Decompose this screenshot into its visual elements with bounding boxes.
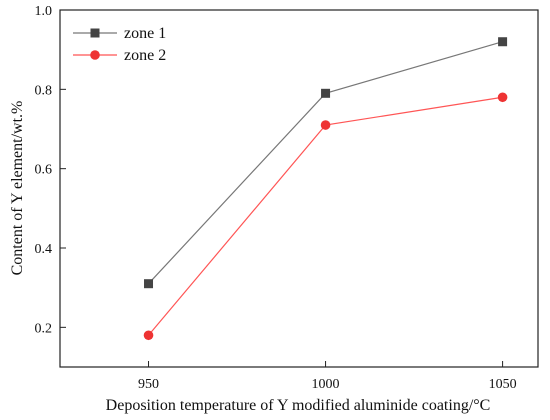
y-tick-label: 0.6 — [35, 163, 53, 178]
plot-area-frame — [59, 9, 539, 368]
y-tick-label: 0.2 — [35, 321, 53, 336]
data-point-circle — [497, 92, 508, 103]
x-tick-label: 1050 — [489, 377, 517, 392]
axis-ticks: 0.2 0.4 0.6 0.8 1.0 950 1000 1050 — [35, 4, 517, 392]
series-line-1 — [148, 41, 503, 285]
y-tick-label: 0.4 — [35, 242, 53, 257]
y-tick-label: 1.0 — [35, 4, 53, 19]
data-point-square — [144, 279, 154, 289]
x-tick-label: 950 — [138, 377, 159, 392]
legend-label-1: zone 1 — [124, 25, 166, 42]
series-layer — [143, 37, 508, 341]
x-tick-label: 1000 — [312, 377, 340, 392]
x-axis-title: Deposition temperature of Y modified alu… — [106, 397, 491, 414]
y-axis-title: Content of Y element/wt.% — [9, 101, 26, 276]
legend-label-2: zone 2 — [124, 47, 166, 64]
legend-marker-square — [90, 28, 100, 38]
data-point-square — [498, 37, 508, 47]
legend-marker-circle — [90, 50, 100, 60]
data-point-square — [321, 88, 331, 98]
series-line-2 — [148, 96, 503, 336]
y-tick-label: 0.8 — [35, 83, 53, 98]
legend: zone 1 zone 2 — [73, 25, 166, 64]
data-point-circle — [143, 330, 154, 341]
data-point-circle — [320, 120, 331, 130]
